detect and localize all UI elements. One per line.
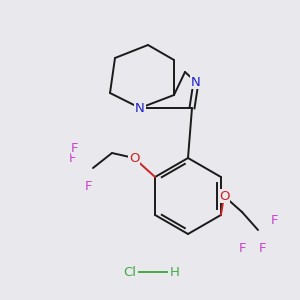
Text: H: H bbox=[170, 266, 180, 278]
Text: F: F bbox=[71, 142, 79, 154]
Text: F: F bbox=[68, 152, 76, 164]
Text: O: O bbox=[129, 152, 139, 164]
Text: O: O bbox=[219, 190, 229, 202]
Text: F: F bbox=[238, 242, 246, 254]
Text: Cl: Cl bbox=[124, 266, 136, 278]
Text: F: F bbox=[84, 181, 92, 194]
Text: N: N bbox=[191, 76, 201, 88]
Text: N: N bbox=[135, 101, 145, 115]
Text: F: F bbox=[271, 214, 279, 226]
Text: F: F bbox=[258, 242, 266, 254]
